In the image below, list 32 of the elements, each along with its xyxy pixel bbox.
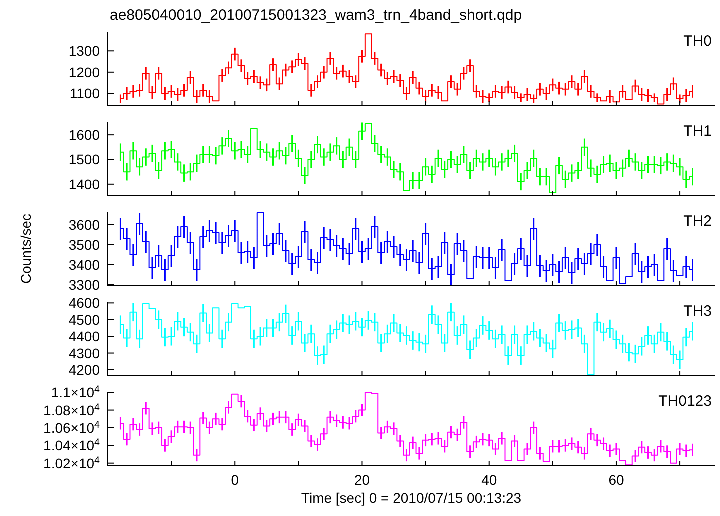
y-tick-label: 4300: [68, 345, 100, 362]
y-tick-label: 1.02×10$^{4}$: [44, 454, 101, 472]
y-tick-label: 1400: [68, 176, 100, 192]
x-tick-label: 20: [354, 472, 370, 488]
y-tick-label: 1100: [70, 86, 100, 102]
y-tick-label: 4600: [68, 295, 100, 312]
x-axis-title: Time [sec] 0 = 2010/07/15 00:13:23: [300, 490, 523, 506]
y-tick-label: 1500: [68, 152, 100, 168]
annotation: TH0123: [658, 393, 712, 410]
y-tick-label: 1200: [68, 64, 100, 80]
y-tick-label: 1600: [68, 127, 100, 144]
y-axis-title: Counts/sec: [18, 214, 34, 284]
y-tick-label: 4400: [68, 328, 100, 345]
y-tick-label: 3500: [68, 237, 100, 253]
y-tick-label: 3400: [68, 257, 100, 273]
y-tick-label: 1.06×10$^{4}$: [44, 419, 101, 436]
annotation: TH0: [684, 33, 712, 50]
y-tick-label: 1.08×10$^{4}$: [44, 402, 101, 418]
y-tick-label: 4500: [68, 312, 100, 328]
x-tick-label: 40: [482, 472, 498, 488]
y-tick-label: 3300: [68, 277, 100, 293]
annotation: TH3: [684, 303, 712, 320]
y-tick-label: 1.1×10$^{4}$: [51, 384, 101, 401]
x-tick-label: 0: [231, 472, 240, 488]
annotation: TH2: [684, 213, 712, 230]
y-tick-label: 1.04×10$^{4}$: [44, 437, 101, 454]
y-tick-label: 3600: [68, 217, 100, 233]
annotation: TH1: [684, 123, 712, 140]
x-tick-label: 60: [608, 472, 624, 488]
chart-title: ae805040010_20100715001323_wam3_trn_4band_short.qdp: [109, 7, 524, 24]
y-tick-label: 4200: [68, 362, 100, 378]
y-tick-label: 1300: [68, 43, 100, 60]
